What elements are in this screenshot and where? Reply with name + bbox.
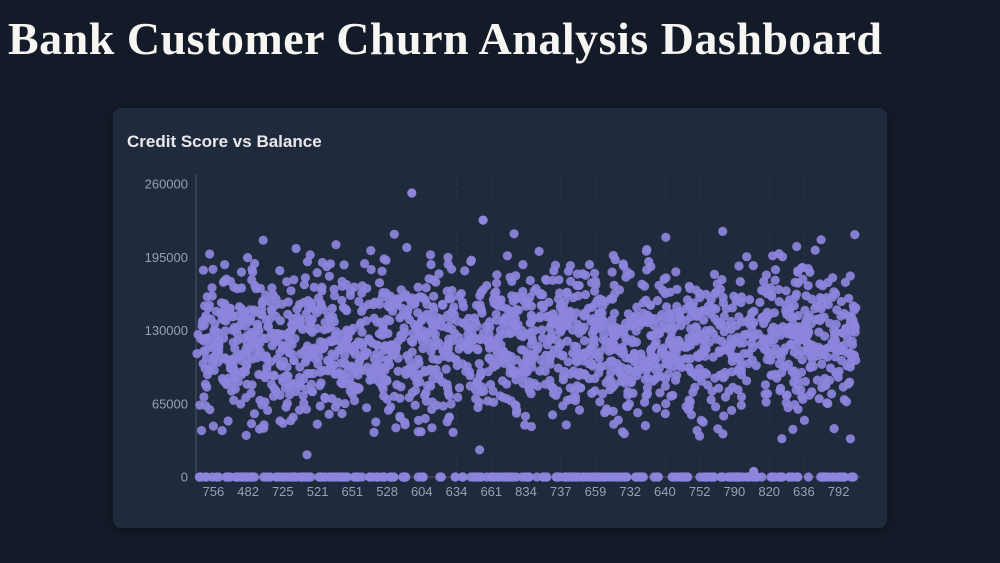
svg-text:792: 792	[828, 484, 850, 499]
svg-text:790: 790	[724, 484, 746, 499]
svg-text:640: 640	[654, 484, 676, 499]
svg-text:756: 756	[203, 484, 225, 499]
y-axis-tick-labels: 0 65000 130000 195000 260000	[145, 177, 188, 485]
svg-text:482: 482	[237, 484, 259, 499]
svg-text:260000: 260000	[145, 177, 188, 192]
svg-text:634: 634	[446, 484, 468, 499]
svg-text:737: 737	[550, 484, 572, 499]
svg-text:65000: 65000	[152, 396, 188, 411]
svg-text:636: 636	[793, 484, 815, 499]
svg-text:834: 834	[515, 484, 537, 499]
scatter-points[interactable]	[192, 188, 861, 482]
svg-text:659: 659	[585, 484, 607, 499]
svg-text:195000: 195000	[145, 250, 188, 265]
svg-text:528: 528	[376, 484, 398, 499]
svg-text:725: 725	[272, 484, 294, 499]
chart-canvas[interactable]: 0 65000 130000 195000 260000 756 482 725 521 651 5…	[119, 166, 873, 514]
chart-title: Credit Score vs Balance	[127, 132, 322, 151]
svg-text:820: 820	[758, 484, 780, 499]
svg-text:130000: 130000	[145, 323, 188, 338]
gridlines	[212, 176, 840, 477]
page-title: Bank Customer Churn Analysis Dashboard	[8, 13, 883, 64]
svg-text:0: 0	[181, 470, 188, 485]
svg-text:661: 661	[480, 484, 502, 499]
svg-text:604: 604	[411, 484, 433, 499]
svg-text:732: 732	[619, 484, 641, 499]
x-axis-tick-labels: 756 482 725 521 651 528 604 634 661 834 737 659 732 6…	[203, 484, 850, 499]
svg-text:651: 651	[341, 484, 363, 499]
svg-text:752: 752	[689, 484, 711, 499]
chart-card: Credit Score vs Balance 0 65000 130000 1950…	[113, 108, 887, 528]
svg-text:521: 521	[307, 484, 329, 499]
